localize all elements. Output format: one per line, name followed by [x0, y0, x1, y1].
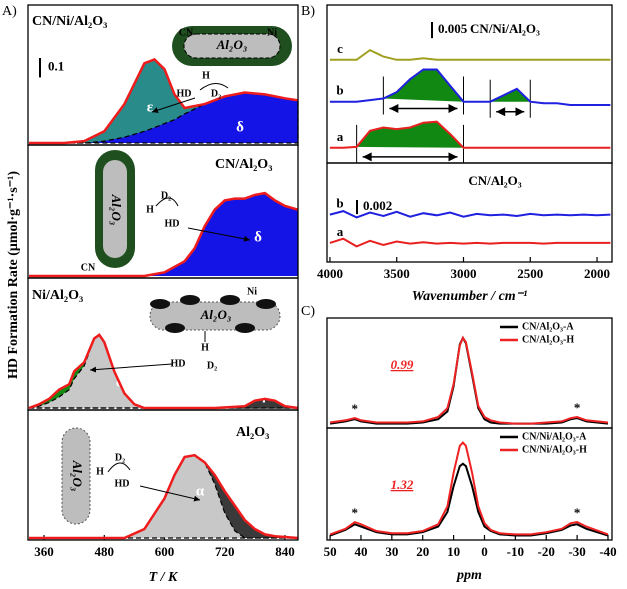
- fill-label: β: [268, 496, 276, 512]
- inset-label: Al₂O₃: [109, 194, 124, 226]
- ni-particle: [256, 299, 276, 309]
- x-tick-label: 40: [354, 544, 367, 559]
- x-tick-label: -30: [568, 544, 585, 559]
- legend-label: CN/Ni/Al₂O₃-H: [522, 444, 587, 455]
- component-label: α: [196, 483, 205, 499]
- x-tick-label: -40: [599, 544, 616, 559]
- x-tick-label: 360: [34, 544, 54, 559]
- peak-fill: [357, 122, 464, 148]
- legend-label: CN/Ni/Al₂O₃-A: [522, 431, 587, 442]
- nmr-line: [330, 464, 608, 536]
- trace-label: b: [336, 83, 343, 98]
- sample-title: CN/Al₂O₃: [215, 157, 272, 172]
- x-tick-label: 3500: [384, 266, 410, 281]
- x-tick-label: 720: [215, 544, 235, 559]
- x-tick-label: 2000: [584, 266, 610, 281]
- x-tick-label: 840: [275, 544, 295, 559]
- panel-label: A): [2, 4, 17, 19]
- sample-title: CN/Al₂O₃: [468, 173, 521, 188]
- inset-label: Ni: [247, 286, 257, 297]
- x-axis-label: T / K: [149, 570, 179, 585]
- sideband-marker: *: [574, 505, 581, 520]
- ratio-annotation: 0.99: [391, 357, 414, 372]
- component-label: β: [262, 387, 270, 403]
- inset-label: D₂: [211, 88, 221, 99]
- x-tick-label: 50: [324, 544, 337, 559]
- x-tick-label: 2500: [517, 266, 543, 281]
- x-tick-label: 3000: [450, 266, 476, 281]
- sideband-marker: *: [574, 400, 581, 415]
- fill-label: δ: [254, 229, 262, 245]
- x-tick-label: 10: [447, 544, 460, 559]
- x-tick-label: 20: [416, 544, 429, 559]
- x-tick-label: -10: [507, 544, 524, 559]
- ni-particle: [150, 299, 170, 309]
- inset-label: H: [201, 342, 209, 353]
- inset-label: D₂: [115, 452, 125, 463]
- x-axis-label: Wavenumber / cm⁻¹: [412, 289, 528, 304]
- ni-particle: [220, 295, 240, 305]
- nmr-line: [330, 443, 608, 535]
- trace-label: b: [336, 196, 343, 211]
- figure: 360 480 600 720 840 T / K A) HD Formation Rate …: [0, 0, 627, 589]
- x-tick-label: 4000: [317, 266, 343, 281]
- spectrum-line: [330, 239, 611, 247]
- x-tick-label: 0: [481, 544, 488, 559]
- sample-title: CN/Ni/Al₂O₃: [470, 21, 540, 36]
- scale-bar-label: 0.1: [48, 59, 64, 74]
- inset-label: H: [146, 204, 154, 215]
- peak-fill: [383, 70, 463, 102]
- scale-bar-label: 0.005: [438, 21, 468, 36]
- inset-label: CN: [179, 27, 194, 38]
- trace-label: a: [337, 224, 344, 239]
- x-tick-label: 600: [155, 544, 175, 559]
- fill-label: γ: [48, 363, 56, 379]
- inset-label: D₂: [161, 190, 171, 201]
- ni-particle: [165, 323, 185, 333]
- inset-label: Al₂O₃: [70, 460, 85, 492]
- sample-title: Ni/Al₂O₃: [32, 288, 83, 303]
- component-label: δ: [236, 119, 244, 135]
- spectrum-line: [330, 50, 611, 60]
- sideband-marker: *: [352, 401, 359, 416]
- spectrum-line: [330, 70, 611, 106]
- y-axis-label: HD Formation Rate (μmol·g⁻¹·s⁻¹): [6, 171, 21, 379]
- inset-label: HD: [171, 358, 186, 369]
- component-area: [29, 335, 298, 408]
- inset-label: Ni: [267, 27, 277, 38]
- inset-label: HD: [177, 88, 192, 99]
- sample-title: CN/Ni/Al₂O₃: [32, 14, 107, 29]
- x-axis-label: ppm: [456, 568, 482, 583]
- fill-label: ε: [147, 99, 154, 115]
- page: 360 480 600 720 840 T / K A) HD Formation Rate …: [0, 0, 627, 589]
- x-tick-label: 480: [95, 544, 115, 559]
- panel-label: B): [301, 4, 315, 19]
- scale-bar-label: 0.002: [363, 198, 392, 213]
- inset-label: D₂: [207, 360, 217, 371]
- legend-label: CN/Al₂O₃-H: [522, 334, 574, 345]
- ni-particle: [180, 295, 200, 305]
- inset-label: Al₂O₃: [200, 307, 232, 322]
- inset-label: H: [96, 466, 104, 477]
- inset-label: HD: [165, 218, 180, 229]
- ni-particle: [235, 323, 255, 333]
- inset-label: Al₂O₃: [216, 37, 248, 52]
- x-tick-label: -20: [538, 544, 555, 559]
- trace-label: a: [337, 129, 344, 144]
- nmr-line: [330, 338, 608, 424]
- curve: [108, 463, 130, 472]
- inset-label: CN: [81, 262, 96, 273]
- sideband-marker: *: [352, 505, 359, 520]
- nmr-line: [330, 338, 608, 424]
- panel-label: C): [301, 304, 315, 319]
- ratio-annotation: 1.32: [391, 477, 414, 492]
- trace-label: c: [337, 41, 343, 56]
- inset-label: HD: [115, 478, 130, 489]
- x-tick-label: 30: [385, 544, 398, 559]
- inset-label: H: [202, 70, 210, 81]
- legend-label: CN/Al₂O₃-A: [522, 321, 574, 332]
- sample-title: Al₂O₃: [236, 425, 269, 440]
